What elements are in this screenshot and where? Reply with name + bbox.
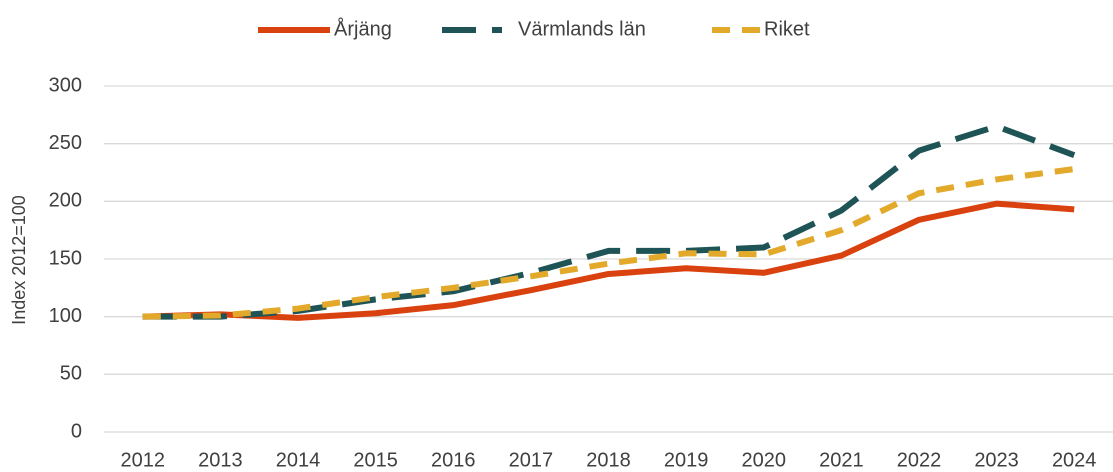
x-tick-label: 2022 bbox=[897, 449, 942, 471]
y-axis-title: Index 2012=100 bbox=[9, 195, 29, 325]
y-tick-label: 250 bbox=[49, 132, 82, 154]
x-tick-label: 2019 bbox=[664, 449, 709, 471]
x-tick-label: 2021 bbox=[819, 449, 864, 471]
legend-label: Riket bbox=[764, 18, 810, 40]
x-tick-label: 2020 bbox=[741, 449, 786, 471]
series-line bbox=[142, 123, 1076, 320]
y-tick-label: 150 bbox=[49, 247, 82, 269]
y-tick-label: 50 bbox=[60, 363, 82, 385]
x-tick-label: 2024 bbox=[1052, 449, 1097, 471]
x-tick-label: 2014 bbox=[276, 449, 321, 471]
y-tick-label: 200 bbox=[49, 190, 82, 212]
x-tick-label: 2012 bbox=[121, 449, 166, 471]
x-tick-label: 2015 bbox=[353, 449, 398, 471]
x-tick-label: 2018 bbox=[586, 449, 631, 471]
series-line bbox=[142, 166, 1075, 320]
legend-label: Årjäng bbox=[334, 17, 392, 40]
x-tick-label: 2023 bbox=[974, 449, 1019, 471]
y-tick-label: 0 bbox=[71, 420, 82, 442]
grid: 0 50 100 150 200 250 300 2012 2013 2014 2015 2016 20… bbox=[49, 74, 1113, 471]
y-tick-label: 100 bbox=[49, 305, 82, 327]
series-line bbox=[142, 200, 1075, 321]
x-tick-label: 2017 bbox=[509, 449, 554, 471]
x-tick-label: 2013 bbox=[198, 449, 243, 471]
lines bbox=[142, 123, 1076, 321]
legend: Årjäng Värmlands län Riket bbox=[258, 17, 810, 40]
legend-label: Värmlands län bbox=[518, 18, 646, 40]
y-tick-label: 300 bbox=[49, 74, 82, 96]
x-tick-label: 2016 bbox=[431, 449, 476, 471]
